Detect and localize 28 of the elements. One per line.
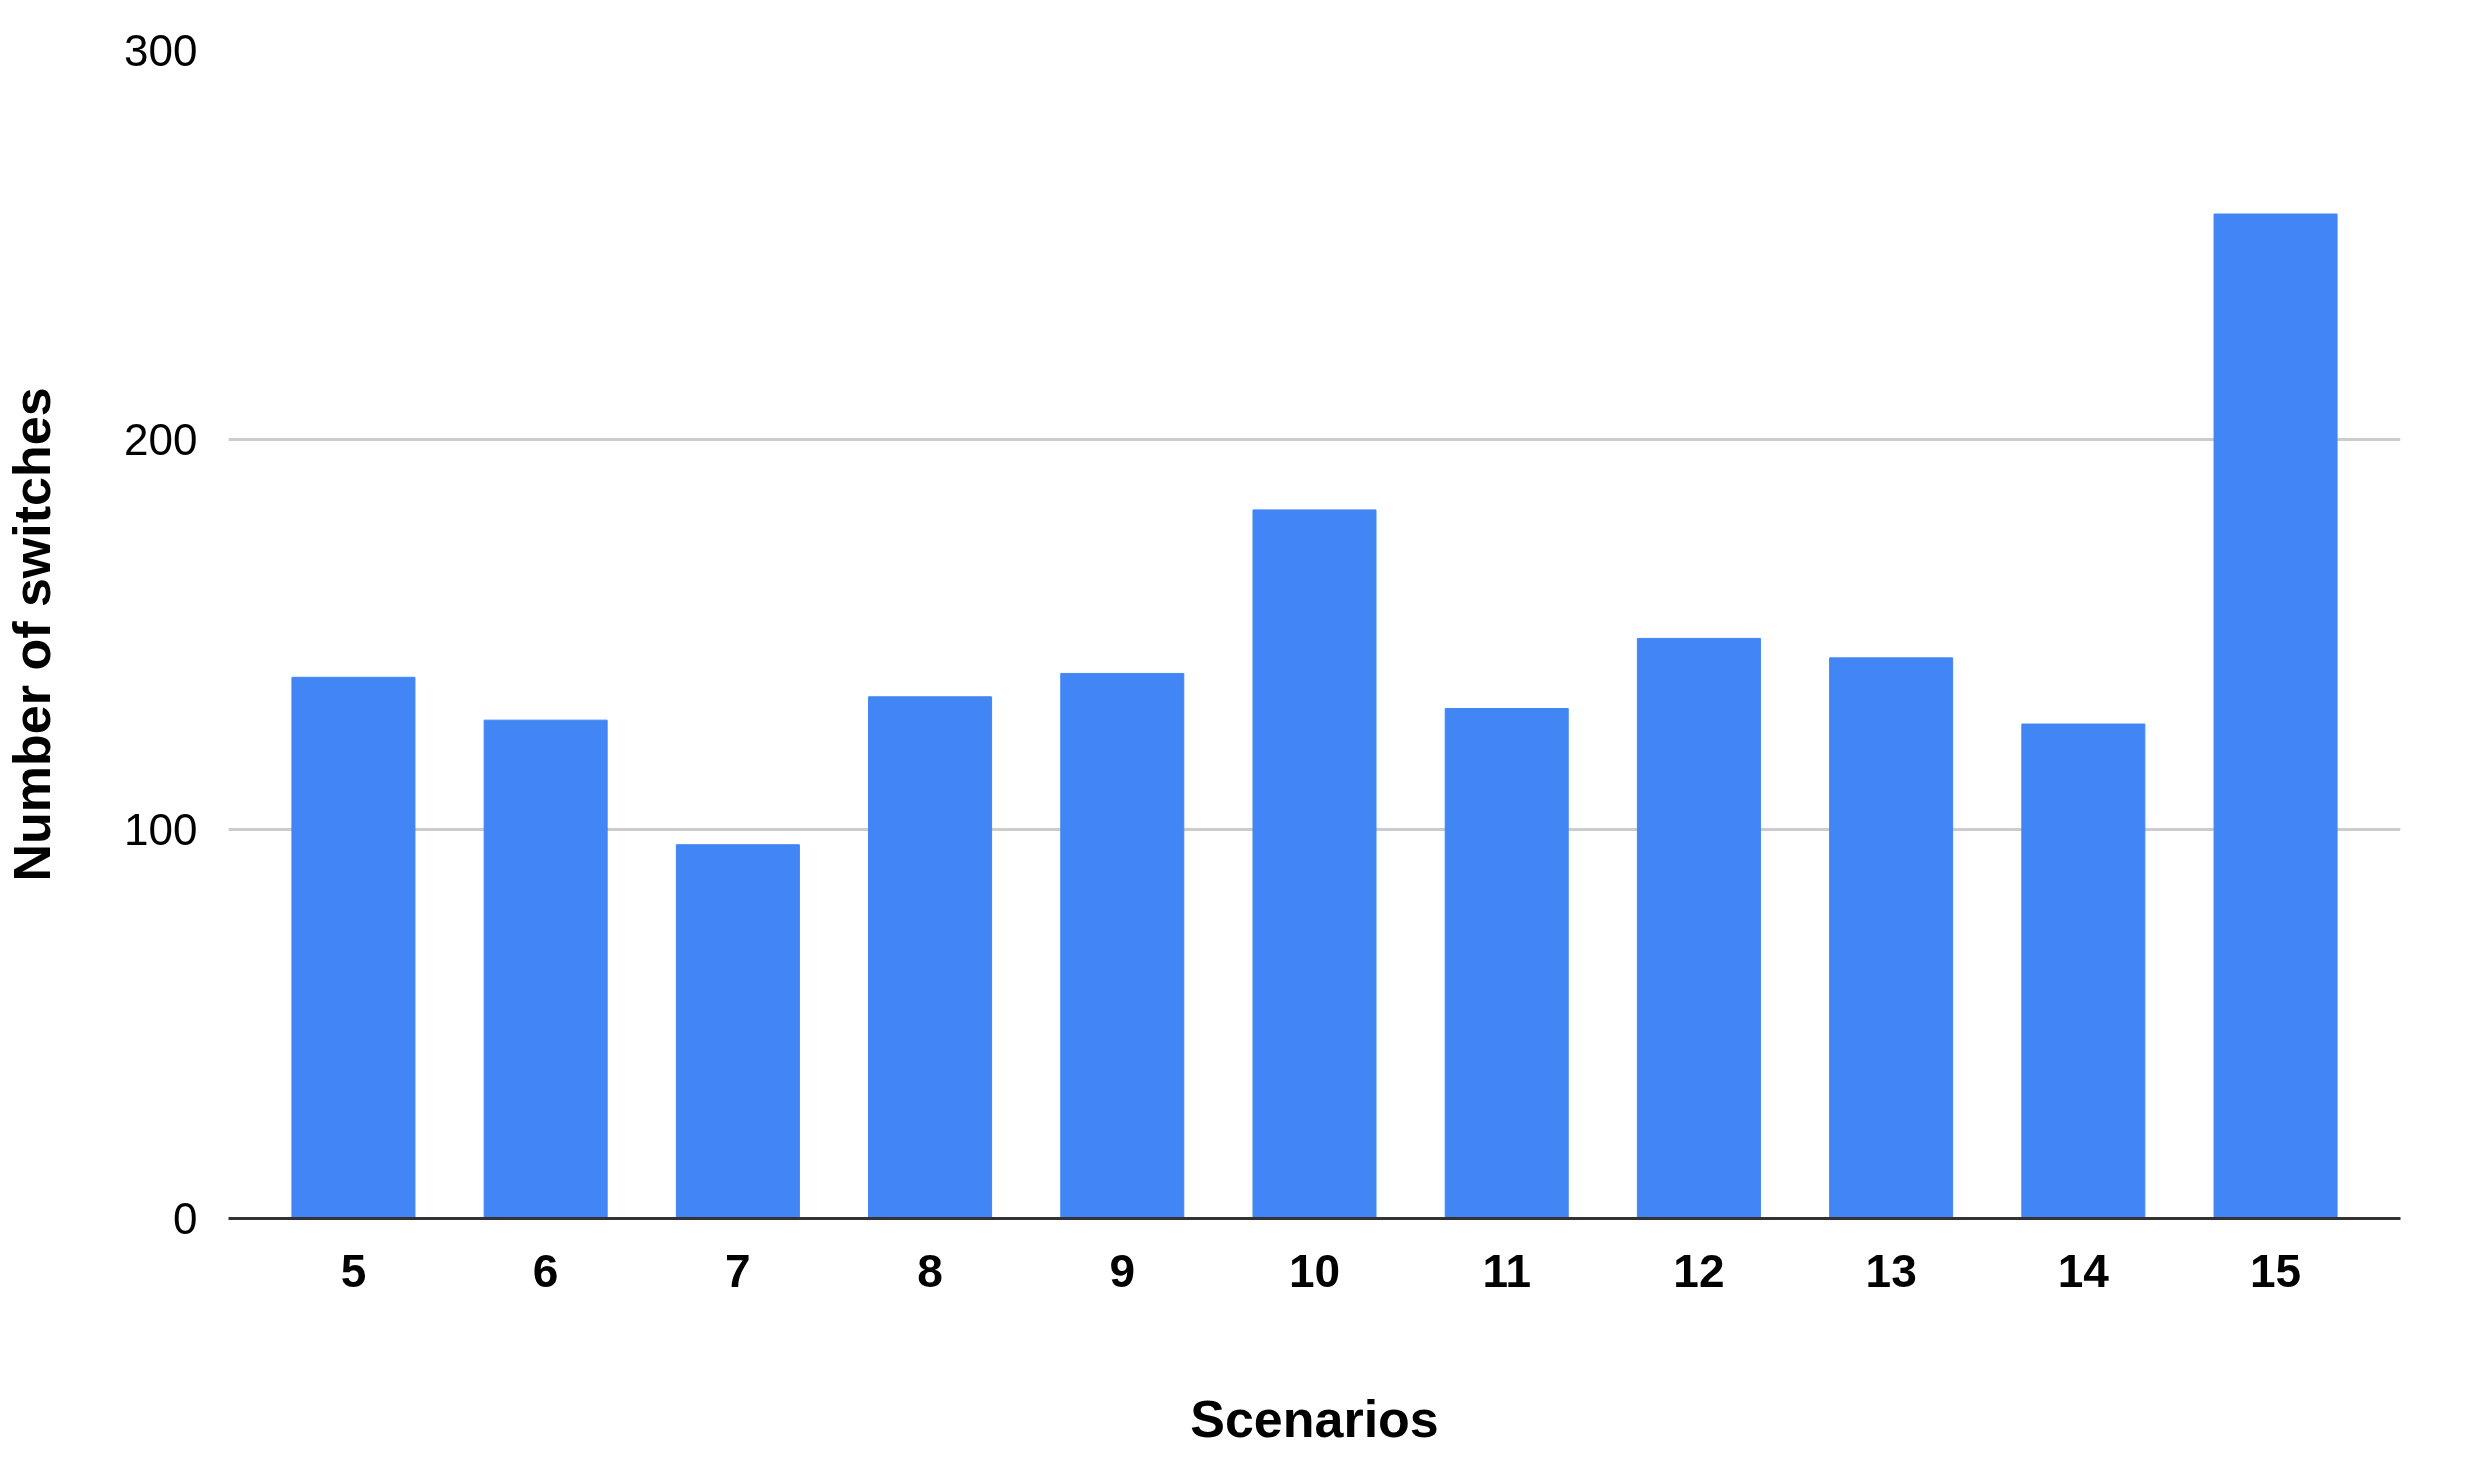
x-axis-title: Scenarios	[1190, 1389, 1439, 1448]
bar	[675, 844, 800, 1219]
bar	[1252, 509, 1377, 1219]
x-tick-label: 8	[917, 1244, 943, 1297]
bar	[868, 696, 993, 1219]
bar	[1829, 657, 1954, 1219]
x-tick-label: 14	[2057, 1244, 2110, 1297]
x-tick-label: 13	[1865, 1244, 1917, 1297]
x-tick-label: 15	[2249, 1244, 2302, 1297]
x-tick-label: 10	[1288, 1244, 1341, 1297]
bar	[2213, 213, 2338, 1219]
y-axis-title: Number of switches	[3, 387, 62, 882]
bar	[1444, 707, 1569, 1219]
bar	[1060, 672, 1185, 1219]
x-tick-label: 5	[340, 1244, 367, 1297]
bar	[483, 719, 608, 1219]
bar	[291, 676, 416, 1219]
x-tick-label: 9	[1109, 1244, 1136, 1297]
y-tick-label: 300	[124, 26, 198, 75]
bar	[2021, 723, 2146, 1219]
bar	[1636, 637, 1761, 1219]
x-tick-label: 7	[725, 1244, 751, 1297]
y-tick-label: 0	[173, 1194, 198, 1243]
y-tick-label: 100	[124, 804, 198, 854]
x-tick-label: 11	[1482, 1244, 1532, 1297]
x-tick-label: 12	[1673, 1244, 1725, 1297]
x-tick-label: 6	[532, 1244, 559, 1297]
y-tick-label: 200	[124, 415, 198, 465]
